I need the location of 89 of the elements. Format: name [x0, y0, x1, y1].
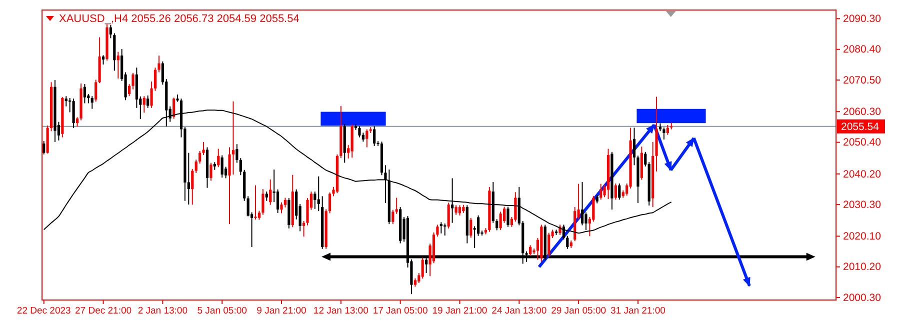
candlestick — [154, 67, 157, 92]
candlestick — [83, 84, 86, 104]
candlestick — [90, 96, 94, 110]
candlestick — [566, 235, 569, 250]
candlestick — [525, 250, 528, 262]
candlestick — [476, 214, 480, 236]
candlestick — [499, 211, 502, 230]
candlestick — [246, 196, 250, 217]
candlestick — [506, 206, 510, 228]
candlestick — [496, 218, 498, 231]
x-tick-label: 22 Dec 2023 — [16, 306, 71, 317]
candlestick — [72, 98, 75, 129]
y-tick-label: 2020.10 — [843, 230, 882, 243]
candlestick — [64, 96, 68, 107]
x-tick-label: 5 Jan 05:00 — [197, 306, 247, 317]
candlestick — [528, 244, 532, 257]
candlestick — [150, 81, 153, 108]
y-tick-label: 2070.50 — [843, 74, 882, 86]
candlestick — [328, 192, 332, 214]
x-tick-label: 9 Jan 21:00 — [256, 306, 306, 317]
candlestick — [146, 95, 150, 108]
y-tick-label: 2030.30 — [843, 198, 882, 211]
candlestick — [600, 183, 602, 200]
y-tick-label: 2040.20 — [843, 168, 882, 180]
y-tick-label: 2060.30 — [843, 106, 882, 118]
candlestick — [116, 51, 120, 79]
candlestick — [451, 178, 454, 224]
candlestick — [392, 209, 394, 225]
ref-line-label: 2055.54 — [841, 121, 880, 134]
candlestick — [265, 191, 268, 202]
x-tick-label: 2 Jan 13:00 — [138, 306, 188, 317]
candlestick — [454, 204, 458, 216]
candlestick — [217, 148, 220, 168]
candlestick — [94, 79, 98, 102]
candlestick — [358, 126, 361, 138]
y-tick-label: 2010.20 — [843, 261, 882, 274]
y-tick-label: 2080.40 — [843, 44, 882, 56]
candlestick — [232, 100, 235, 176]
candlestick — [632, 127, 636, 166]
x-tick-label: 31 Jan 21:00 — [610, 306, 666, 317]
candlestick — [618, 183, 621, 200]
candlestick — [592, 195, 595, 222]
y-tick-label: 2000.30 — [843, 292, 882, 304]
candlestick — [584, 212, 588, 230]
x-tick-label: 27 Dec 21:00 — [75, 306, 132, 317]
candlestick — [395, 197, 398, 214]
candlestick — [236, 144, 238, 164]
candlestick — [548, 232, 550, 258]
candlestick — [314, 191, 316, 210]
candlestick — [142, 96, 146, 114]
candlestick — [172, 97, 176, 120]
x-tick-label: 29 Jan 05:00 — [551, 306, 606, 317]
y-tick-label: 2050.40 — [843, 136, 882, 149]
candlestick — [276, 188, 280, 214]
x-tick-label: 24 Jan 13:00 — [492, 306, 547, 317]
candlestick — [470, 217, 472, 238]
candlestick — [614, 183, 617, 200]
candlestick — [269, 178, 272, 206]
candlestick — [514, 192, 517, 222]
candlestick — [440, 222, 442, 234]
candlestick — [436, 224, 439, 237]
candlestick — [317, 176, 320, 212]
candlestick — [421, 257, 424, 280]
candlestick — [102, 54, 105, 66]
candlestick — [210, 162, 212, 182]
x-tick-label: 12 Jan 13:00 — [313, 306, 368, 317]
candlestick — [425, 258, 428, 274]
candlestick — [194, 159, 198, 174]
candlestick — [366, 128, 368, 148]
candlestick — [662, 126, 666, 140]
candlestick — [191, 168, 194, 206]
chart-title: XAUUSD_,H4 2055.26 2056.73 2054.59 2055.54 — [59, 13, 300, 25]
candlestick — [109, 24, 112, 39]
y-tick-label: 2090.30 — [843, 13, 882, 26]
x-tick-label: 17 Jan 05:00 — [372, 306, 428, 317]
candlestick — [447, 202, 450, 229]
candlestick — [280, 202, 283, 214]
candlestick — [239, 158, 242, 176]
candlestick — [220, 154, 224, 178]
candlestick — [580, 181, 584, 226]
candlestick — [42, 140, 46, 155]
candlestick — [262, 188, 264, 216]
x-tick-label: 19 Jan 21:00 — [432, 306, 488, 317]
candlestick — [254, 184, 257, 220]
candlestick — [198, 150, 202, 164]
candlestick — [666, 124, 669, 136]
candlestick — [458, 204, 462, 216]
candlestick — [373, 126, 376, 147]
candlestick — [284, 197, 287, 208]
